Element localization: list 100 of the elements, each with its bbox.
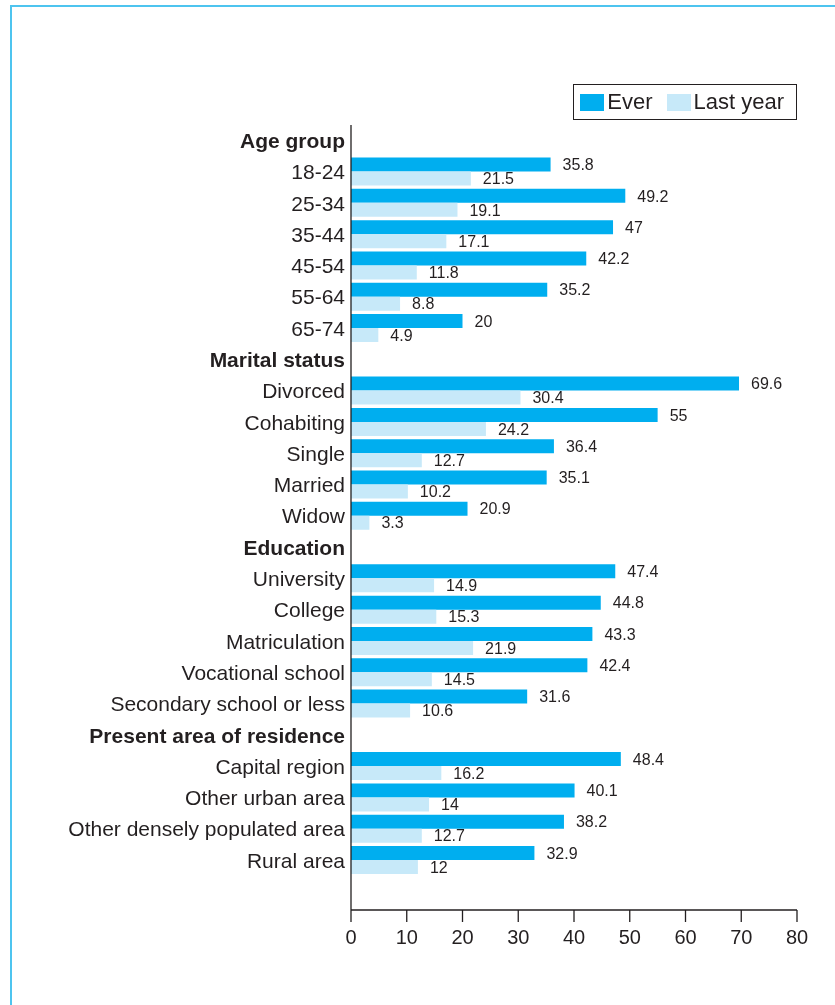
data-label: 4.9 — [390, 326, 413, 344]
bar — [351, 484, 408, 499]
data-label: 12 — [429, 858, 448, 876]
bar — [351, 407, 658, 422]
x-tick-label: 0 — [345, 926, 357, 949]
data-label: 47.4 — [627, 563, 659, 581]
bar — [351, 421, 486, 436]
data-label: 8.8 — [412, 295, 435, 313]
data-label: 69.6 — [751, 375, 783, 393]
bar — [351, 265, 417, 280]
data-label: 10.6 — [422, 702, 454, 720]
bar — [351, 453, 422, 468]
bar — [351, 766, 442, 781]
bar — [351, 814, 564, 829]
y-tick-label: Age group — [240, 129, 345, 152]
y-tick-label: 25-34 — [291, 191, 346, 215]
data-label: 35.2 — [559, 281, 591, 299]
bar — [351, 578, 435, 593]
data-label: 14.5 — [443, 670, 476, 688]
bar — [351, 845, 535, 860]
y-tick-label: Single — [286, 441, 345, 465]
x-tick-label: 50 — [618, 926, 641, 949]
data-label: 21.5 — [482, 170, 515, 188]
data-label: 21.9 — [485, 639, 517, 657]
bar — [351, 171, 471, 186]
bar — [351, 783, 575, 798]
bar — [351, 328, 379, 342]
bar — [351, 609, 437, 624]
legend-label: Ever — [607, 89, 653, 115]
bar — [351, 202, 458, 217]
data-label: 47 — [625, 218, 643, 236]
x-tick-label: 80 — [785, 926, 809, 949]
y-tick-label: University — [252, 567, 346, 591]
data-label: 20.9 — [479, 500, 511, 518]
bar — [351, 234, 447, 249]
x-tick-label: 60 — [674, 926, 697, 949]
data-label: 49.2 — [637, 187, 669, 205]
y-tick-label: Divorced — [262, 379, 345, 403]
data-label: 44.8 — [612, 594, 644, 612]
y-tick-label: Married — [273, 473, 345, 497]
data-label: 32.9 — [546, 844, 578, 862]
y-tick-label: Matriculation — [225, 629, 345, 653]
x-tick-label: 10 — [395, 926, 418, 949]
data-label: 14.9 — [446, 577, 478, 595]
bar — [351, 188, 626, 203]
bar — [351, 595, 601, 610]
data-label: 40.1 — [586, 782, 618, 800]
y-tick-label: 35-44 — [291, 222, 346, 246]
y-tick-label: Other urban area — [185, 786, 346, 810]
y-tick-label: Rural area — [246, 848, 346, 872]
bar — [351, 439, 554, 454]
data-label: 42.2 — [598, 250, 630, 268]
y-tick-label: 18-24 — [291, 160, 346, 184]
y-tick-label: Present area of residence — [89, 723, 345, 747]
bar — [351, 470, 547, 485]
x-tick-label: 70 — [730, 926, 753, 949]
data-label: 12.7 — [433, 827, 466, 845]
x-tick-label: 30 — [507, 926, 530, 949]
data-label: 11.8 — [428, 264, 459, 282]
data-label: 35.8 — [562, 156, 594, 174]
bar — [351, 626, 593, 641]
data-label: 35.1 — [558, 469, 590, 487]
data-label: 3.3 — [381, 514, 404, 532]
data-label: 20 — [474, 312, 493, 330]
data-label: 42.4 — [599, 656, 631, 674]
bar — [351, 859, 418, 874]
bar — [351, 640, 474, 655]
y-tick-label: Vocational school — [181, 660, 345, 684]
data-label: 55 — [669, 406, 688, 424]
data-label: 38.2 — [575, 813, 608, 831]
bar — [351, 658, 588, 673]
bar — [351, 672, 432, 687]
data-label: 19.1 — [469, 201, 501, 219]
bar — [351, 828, 422, 843]
data-label: 30.4 — [532, 389, 564, 407]
data-label: 12.7 — [433, 451, 466, 469]
y-tick-label: Marital status — [209, 348, 345, 372]
bar — [351, 251, 587, 266]
y-tick-label: 55-64 — [291, 285, 346, 309]
bar — [351, 564, 616, 579]
data-label: 36.4 — [565, 437, 598, 455]
bar — [351, 157, 551, 172]
data-label: 17.1 — [458, 232, 490, 250]
data-label: 10.2 — [419, 483, 452, 501]
bar — [351, 501, 468, 516]
y-tick-label: 65-74 — [291, 316, 346, 340]
y-tick-label: Education — [243, 535, 345, 559]
data-label: 14 — [441, 796, 459, 814]
data-label: 15.3 — [448, 608, 480, 626]
data-label: 24.2 — [497, 420, 530, 438]
y-tick-label: 45-54 — [291, 254, 346, 278]
bar — [351, 296, 401, 311]
bar — [351, 797, 430, 812]
bar — [351, 703, 411, 718]
y-tick-label: Capital region — [215, 754, 345, 778]
bar — [351, 515, 370, 530]
y-tick-label: Widow — [281, 504, 346, 528]
bar — [351, 390, 521, 405]
data-label: 31.6 — [539, 688, 571, 706]
y-tick-label: Cohabiting — [244, 410, 345, 434]
